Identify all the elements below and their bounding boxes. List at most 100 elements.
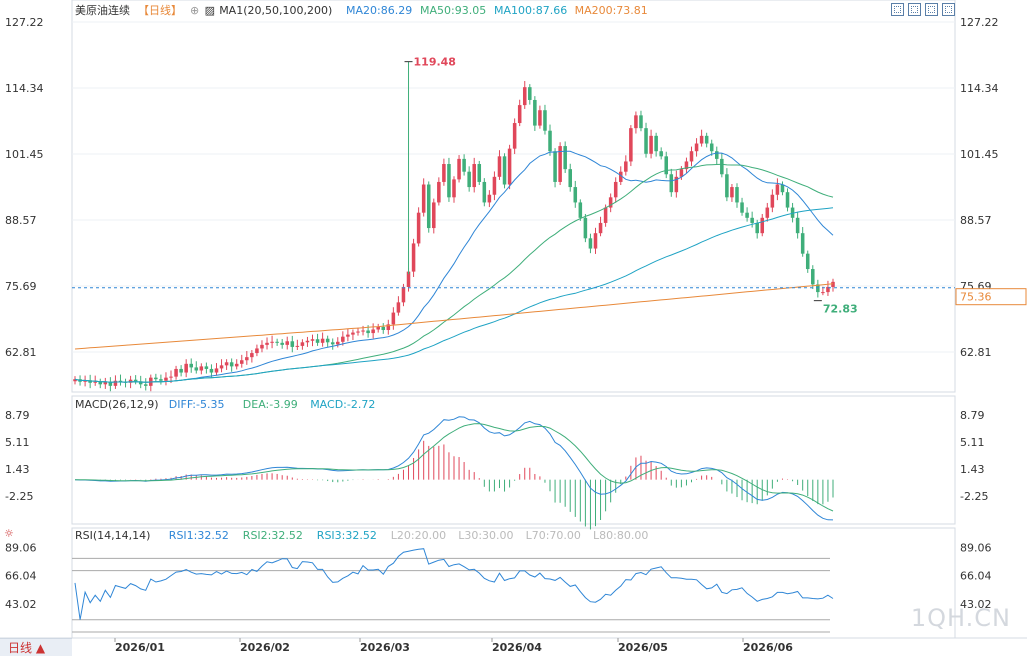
ma-indicator-label: MA1(20,50,100,200): [219, 4, 332, 17]
candle-body: [821, 292, 825, 294]
ma200-legend: MA200:73.81: [575, 4, 648, 17]
grid-icon[interactable]: [925, 3, 938, 16]
candle-body: [618, 171, 623, 182]
candle-body: [209, 368, 214, 373]
candle-body: [315, 339, 320, 343]
candle-body: [305, 340, 310, 343]
candle-body: [295, 345, 300, 347]
expand-icon[interactable]: [942, 3, 955, 16]
crosshair-icon[interactable]: [891, 3, 904, 16]
macd-diff-legend: DIFF:-5.35: [169, 398, 225, 411]
macd-dea-legend: DEA:-3.99: [243, 398, 298, 411]
candle-body: [416, 212, 421, 244]
candle-body: [280, 342, 284, 345]
candle-body: [361, 330, 365, 332]
candle-body: [381, 326, 386, 331]
candle-body: [477, 164, 482, 182]
candle-body: [356, 331, 360, 333]
candle-body: [245, 357, 249, 361]
candle-body: [310, 339, 315, 341]
candle-body: [432, 202, 436, 229]
ma20-line: [74, 150, 834, 383]
candle-body: [457, 158, 461, 180]
watermark: 1QH.CN: [910, 604, 1011, 632]
candle-body: [108, 381, 113, 386]
candle-body: [558, 146, 562, 182]
macd-tick-label-left: 5.11: [5, 436, 30, 449]
candle-body: [336, 341, 340, 345]
low-label: 72.83: [823, 303, 858, 316]
ma100-legend: MA100:87.66: [494, 4, 567, 17]
candle-body: [578, 202, 583, 218]
candle-body: [780, 184, 785, 193]
candle-body: [199, 366, 204, 371]
x-axis-label: 2026/02: [240, 641, 290, 654]
candle-body: [174, 368, 178, 377]
candle-body: [679, 169, 684, 177]
candle-body: [255, 348, 259, 354]
candle-body: [497, 156, 502, 177]
l70-legend: L70:70.00: [526, 529, 581, 542]
candle-body: [159, 379, 163, 381]
rsi-tick-label-left: 89.06: [5, 541, 37, 554]
rsi-settings-icon: ☼: [4, 527, 14, 540]
candle-body: [608, 197, 613, 208]
candle-body: [613, 181, 618, 198]
macd-tick-label-right: 8.79: [960, 409, 985, 422]
candle-body: [507, 148, 512, 185]
candle-body: [467, 171, 471, 188]
macd-label: MACD(26,12,9): [75, 398, 159, 411]
candle-body: [826, 286, 830, 293]
candle-body: [290, 341, 295, 347]
candle-body: [169, 376, 173, 378]
candle-body: [138, 381, 143, 385]
candle-body: [573, 187, 578, 203]
settings-icon: ⊕: [190, 4, 199, 17]
candle-body: [401, 286, 406, 303]
candle-body: [179, 368, 183, 373]
period-button[interactable]: 日线 ▲: [0, 638, 72, 656]
ma50-legend: MA50:93.05: [420, 4, 486, 17]
candle-body: [98, 381, 103, 385]
macd-tick-label-left: -2.25: [5, 490, 33, 503]
candle-body: [831, 281, 835, 287]
price-tick-label-left: 114.34: [5, 82, 44, 95]
candle-body: [664, 156, 669, 175]
candle-body: [735, 187, 739, 203]
rsi3-legend: RSI3:32.52: [317, 529, 377, 542]
candle-body: [755, 222, 759, 234]
chart-toolbar: [891, 3, 955, 16]
x-axis-label: 2026/04: [492, 641, 542, 654]
zoom-icon[interactable]: [908, 3, 921, 16]
candle-body: [118, 380, 123, 382]
candle-body: [341, 336, 345, 342]
candle-body: [239, 360, 244, 364]
rsi1-legend: RSI1:32.52: [169, 529, 229, 542]
price-tick-label-left: 75.69: [5, 280, 37, 293]
candle-body: [811, 269, 815, 285]
candle-body: [224, 362, 229, 366]
candle-body: [704, 135, 709, 144]
candle-body: [517, 105, 522, 124]
candle-body: [745, 212, 749, 218]
candle-body: [462, 158, 466, 172]
candle-body: [725, 174, 729, 198]
candle-body: [639, 115, 643, 129]
macd-diff-line: [74, 416, 834, 521]
price-tick-label-right: 88.57: [960, 214, 992, 227]
candle-body: [396, 302, 401, 313]
x-axis-label: 2026/03: [360, 641, 410, 654]
candle-body: [684, 161, 689, 170]
candle-body: [765, 207, 770, 218]
candle-body: [770, 194, 775, 208]
candle-body: [113, 380, 118, 386]
candle-body: [411, 243, 416, 272]
candle-body: [694, 143, 699, 152]
candle-body: [543, 110, 547, 131]
high-label: 119.48: [414, 56, 456, 69]
candle-body: [452, 179, 456, 198]
candle-body: [164, 377, 168, 381]
candle-body: [421, 184, 426, 213]
rsi-tick-label-right: 43.02: [960, 598, 992, 611]
ma-icon: ▨: [205, 4, 215, 17]
